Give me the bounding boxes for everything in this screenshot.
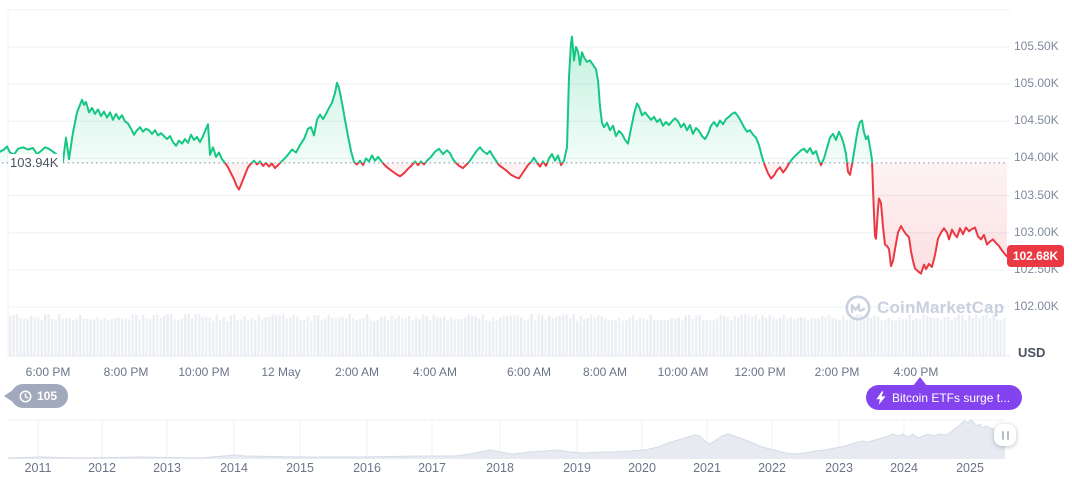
year-label: 2018: [486, 461, 514, 475]
x-axis-label: 4:00 AM: [412, 365, 458, 379]
handle-grip-bar: [1001, 430, 1004, 440]
x-axis-label: 2:00 AM: [334, 365, 380, 379]
baseline-price-label: 103.94K: [8, 154, 64, 171]
x-axis-label: 12 May: [261, 365, 301, 379]
y-axis-label: 103.50K: [1014, 187, 1059, 202]
x-axis-label: 6:00 AM: [506, 365, 552, 379]
year-label: 2011: [24, 461, 52, 475]
year-label: 2016: [353, 461, 381, 475]
y-axis-label: 104.50K: [1014, 113, 1059, 128]
history-badge[interactable]: 105: [4, 384, 69, 408]
x-axis-label: 6:00 PM: [25, 365, 71, 379]
year-label: 2013: [153, 461, 181, 475]
year-label: 2017: [418, 461, 446, 475]
year-label: 2012: [88, 461, 116, 475]
x-axis-label: 8:00 PM: [103, 365, 149, 379]
year-label: 2022: [758, 461, 786, 475]
y-axis-label: 103.00K: [1014, 224, 1059, 239]
year-label: 2021: [693, 461, 721, 475]
x-axis-label: 10:00 PM: [178, 365, 230, 379]
y-axis-label: 102.00K: [1014, 299, 1059, 313]
year-label: 2023: [825, 461, 853, 475]
history-count: 105: [37, 389, 58, 403]
news-badge[interactable]: Bitcoin ETFs surge t...: [866, 385, 1023, 410]
x-axis-label: 2:00 PM: [814, 365, 860, 379]
x-axis-label: 4:00 PM: [893, 365, 939, 379]
year-label: 2025: [956, 461, 984, 475]
year-label: 2015: [286, 461, 314, 475]
clock-icon: [19, 390, 32, 402]
y-axis-label: 105.50K: [1014, 39, 1059, 53]
coinmarketcap-watermark: CoinMarketCap: [845, 295, 1004, 321]
year-label: 2014: [220, 461, 248, 475]
lightning-icon: [876, 390, 886, 405]
currency-label: USD: [1018, 345, 1046, 360]
range-drag-handle[interactable]: [994, 424, 1016, 446]
year-label: 2020: [628, 461, 656, 475]
x-axis-label: 8:00 AM: [582, 365, 628, 379]
y-axis-label: 105.00K: [1014, 76, 1059, 91]
x-axis-label: 10:00 AM: [657, 365, 709, 379]
watermark-text: CoinMarketCap: [877, 298, 1005, 317]
badge-tail: [4, 390, 13, 402]
coinmarketcap-logo-icon: [845, 295, 871, 321]
history-pill: 105: [11, 384, 69, 408]
year-label: 2024: [890, 461, 918, 475]
year-label: 2019: [563, 461, 591, 475]
handle-grip-bar: [1006, 430, 1009, 440]
news-badge-arrow: [913, 377, 927, 386]
news-badge-label: Bitcoin ETFs surge t...: [892, 390, 1011, 405]
y-axis-label: 104.00K: [1014, 150, 1059, 165]
last-price-badge: 102.68K: [1007, 245, 1064, 267]
x-axis-label: 12:00 PM: [734, 365, 786, 379]
